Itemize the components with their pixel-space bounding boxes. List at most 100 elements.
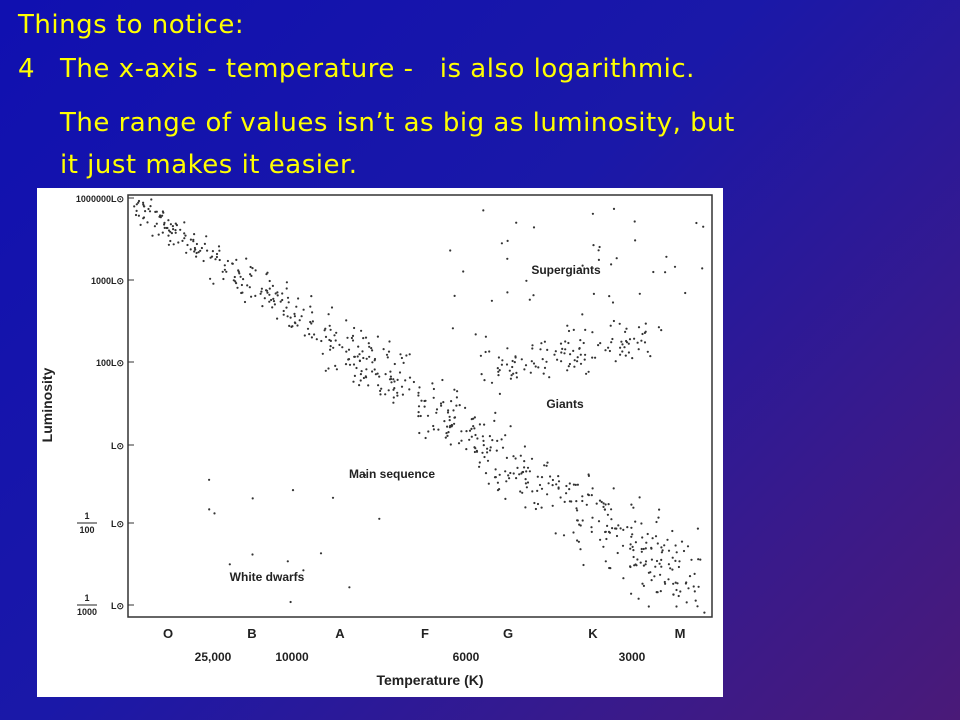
star-dot [660, 565, 663, 568]
spectral-class: A [335, 626, 345, 641]
star-dot [665, 255, 668, 258]
star-dot [330, 306, 334, 309]
star-dot [604, 560, 607, 563]
star-dot [587, 370, 590, 373]
star-dot [641, 332, 644, 336]
star-dot [675, 551, 678, 554]
star-dot [687, 587, 690, 590]
star-dot [514, 355, 517, 358]
star-dot [446, 425, 449, 428]
star-dot [526, 481, 530, 484]
star-dot [199, 249, 202, 252]
star-dot [167, 243, 170, 246]
star-dot [533, 501, 536, 505]
star-dot [591, 331, 594, 334]
star-dot [482, 439, 485, 442]
star-dot [598, 499, 602, 502]
star-dot [536, 475, 539, 478]
star-dot [626, 526, 629, 529]
star-dot [489, 449, 492, 452]
star-dot [534, 507, 537, 511]
star-dot [478, 461, 481, 464]
star-dot [490, 299, 493, 302]
star-dot [432, 424, 435, 428]
star-dot [674, 581, 677, 584]
star-dot [382, 348, 385, 351]
star-dot [324, 335, 328, 338]
star-dot [149, 205, 152, 208]
spectral-class: M [675, 626, 686, 641]
star-dot [133, 205, 136, 208]
star-dot [287, 301, 290, 304]
star-dot [193, 233, 196, 236]
star-dot [506, 291, 509, 294]
star-dot [513, 361, 516, 364]
star-dot [153, 225, 156, 228]
star-dot [327, 367, 330, 370]
star-dot [402, 361, 405, 364]
star-dot [310, 295, 313, 298]
star-dot [360, 370, 363, 373]
star-dot [634, 520, 637, 523]
star-dot [451, 424, 454, 427]
star-dot [577, 540, 581, 543]
star-dot [371, 361, 374, 364]
star-dot [435, 408, 439, 411]
star-dot [478, 465, 481, 468]
star-dot [363, 474, 366, 477]
star-dot [560, 351, 563, 354]
star-dot [238, 272, 241, 275]
y-tick-label: 1 [84, 593, 89, 603]
star-dot [591, 487, 594, 490]
star-dot [600, 500, 603, 504]
star-dot [643, 341, 647, 344]
star-dot [169, 223, 172, 226]
star-dot [233, 275, 236, 279]
star-dot [285, 281, 288, 284]
star-dot [543, 366, 547, 369]
star-dot [431, 382, 434, 385]
star-dot [161, 210, 164, 213]
star-dot [374, 373, 377, 376]
star-dot [494, 468, 497, 471]
star-dot [702, 225, 705, 228]
star-dot [179, 228, 182, 231]
star-dot [210, 255, 214, 258]
star-dot [526, 466, 530, 469]
star-dot [350, 336, 353, 340]
star-dot [591, 356, 594, 359]
star-dot [497, 374, 500, 377]
star-dot [270, 298, 273, 302]
star-dot [627, 351, 631, 354]
star-dot [538, 483, 542, 487]
star-dot [489, 446, 492, 449]
star-dot [408, 376, 412, 379]
star-dot [329, 339, 332, 342]
star-dot [169, 239, 172, 243]
star-dot [460, 430, 463, 433]
star-dot [654, 535, 658, 538]
star-dot [509, 377, 512, 380]
temperature-label: 3000 [619, 650, 646, 664]
star-dot [610, 263, 613, 266]
star-dot [134, 213, 138, 217]
star-dot [146, 221, 149, 224]
star-dot [682, 549, 686, 553]
star-dot [669, 567, 672, 570]
star-dot [630, 592, 633, 595]
star-dot [464, 406, 467, 409]
star-dot [248, 286, 251, 289]
star-dot [193, 246, 196, 250]
star-dot [570, 500, 573, 503]
star-dot [530, 360, 533, 363]
star-dot [286, 560, 289, 563]
star-dot [523, 466, 526, 469]
star-dot [568, 488, 571, 491]
star-dot [293, 312, 296, 315]
star-dot [590, 526, 593, 529]
star-dot [300, 315, 303, 318]
star-dot [505, 363, 509, 366]
star-dot [642, 584, 646, 587]
star-dot [660, 558, 663, 561]
star-dot [566, 324, 569, 327]
